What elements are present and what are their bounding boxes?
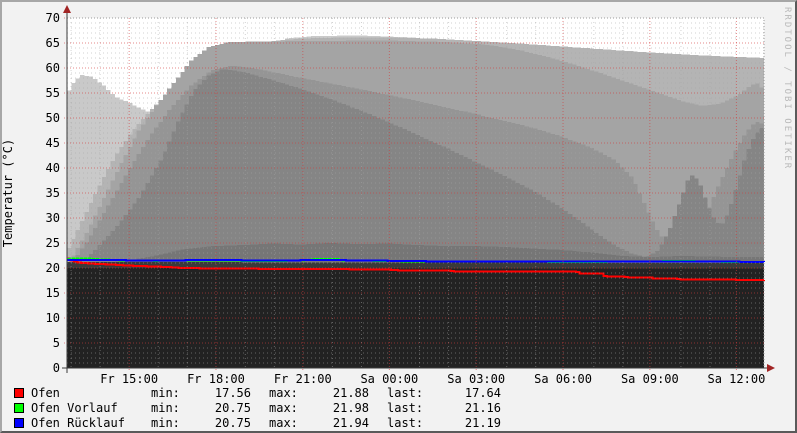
legend-last-value: 21.16 xyxy=(464,400,501,415)
chart-canvas xyxy=(62,5,775,373)
x-tick-label: Fr 18:00 xyxy=(187,372,245,386)
legend-row: Ofen Vorlauf min: 20.75 max: 21.98 last: 21.16 xyxy=(14,400,501,415)
x-tick-label: Fr 15:00 xyxy=(100,372,159,386)
x-tick-label: Fr 21:00 xyxy=(273,372,332,386)
legend-max-label: max: xyxy=(269,400,298,415)
series-line-ofen xyxy=(67,257,765,282)
y-tick-label: 10 xyxy=(45,311,60,325)
legend-series-name: Ofen Vorlauf xyxy=(31,400,118,415)
y-tick-label: 45 xyxy=(45,136,60,150)
y-tick-label: 25 xyxy=(45,236,60,250)
y-tick-label: 5 xyxy=(52,336,60,350)
series-line-ofen-r-cklauf xyxy=(67,258,765,263)
legend-min-value: 17.56 xyxy=(214,385,251,400)
rrdtool-watermark: RRDTOOL / TOBI OETIKER xyxy=(782,7,792,171)
x-tick-label: Sa 00:00 xyxy=(360,372,419,386)
legend-last-value: 17.64 xyxy=(464,385,501,400)
legend-min-value: 20.75 xyxy=(214,415,251,430)
x-tick-label: Sa 09:00 xyxy=(620,372,679,386)
legend-swatch xyxy=(14,402,24,413)
legend-swatch xyxy=(14,417,24,428)
legend-last-label: last: xyxy=(387,385,424,400)
legend-max-label: max: xyxy=(269,415,298,430)
legend-max-value: 21.98 xyxy=(332,400,369,415)
x-tick-label: Sa 03:00 xyxy=(447,372,506,386)
y-axis-arrow xyxy=(63,5,71,13)
legend-last-value: 21.19 xyxy=(464,415,501,430)
y-tick-label: 20 xyxy=(45,261,60,275)
legend-series-name: Ofen Rücklauf xyxy=(31,415,125,430)
y-tick-label: 60 xyxy=(45,61,60,75)
legend-max-value: 21.88 xyxy=(332,385,369,400)
y-tick-label: 15 xyxy=(45,286,60,300)
plot-area xyxy=(62,5,775,373)
legend-row: Ofen min: 17.56 max: 21.88 last: 17.64 xyxy=(14,385,501,400)
x-tick-label: Sa 06:00 xyxy=(534,372,592,386)
y-tick-label: 55 xyxy=(45,86,60,100)
legend-min-value: 20.75 xyxy=(214,400,251,415)
legend-last-label: last: xyxy=(387,415,424,430)
y-tick-label: 50 xyxy=(45,111,60,125)
x-axis-arrow xyxy=(767,364,775,372)
legend-min-label: min: xyxy=(151,400,180,415)
y-tick-label: 30 xyxy=(45,211,60,225)
x-tick-label: Sa 12:00 xyxy=(707,372,766,386)
legend-row: Ofen Rücklauf min: 20.75 max: 21.94 last: 21.1… xyxy=(14,415,501,430)
legend-swatch xyxy=(14,387,24,398)
legend-max-value: 21.94 xyxy=(332,415,369,430)
y-tick-label: 65 xyxy=(45,36,60,50)
legend-max-label: max: xyxy=(269,385,298,400)
y-tick-label: 35 xyxy=(45,186,60,200)
legend-min-label: min: xyxy=(151,385,180,400)
y-tick-label: 40 xyxy=(45,161,60,175)
legend-min-label: min: xyxy=(151,415,180,430)
y-tick-label: 70 xyxy=(45,11,60,25)
y-tick-label: 0 xyxy=(52,361,60,375)
y-axis-title: Temperatur (°C) xyxy=(1,138,15,248)
legend-last-label: last: xyxy=(387,400,424,415)
legend: Ofen min: 17.56 max: 21.88 last: 17.64 Ofen Vor… xyxy=(14,385,501,430)
legend-series-name: Ofen xyxy=(31,385,60,400)
